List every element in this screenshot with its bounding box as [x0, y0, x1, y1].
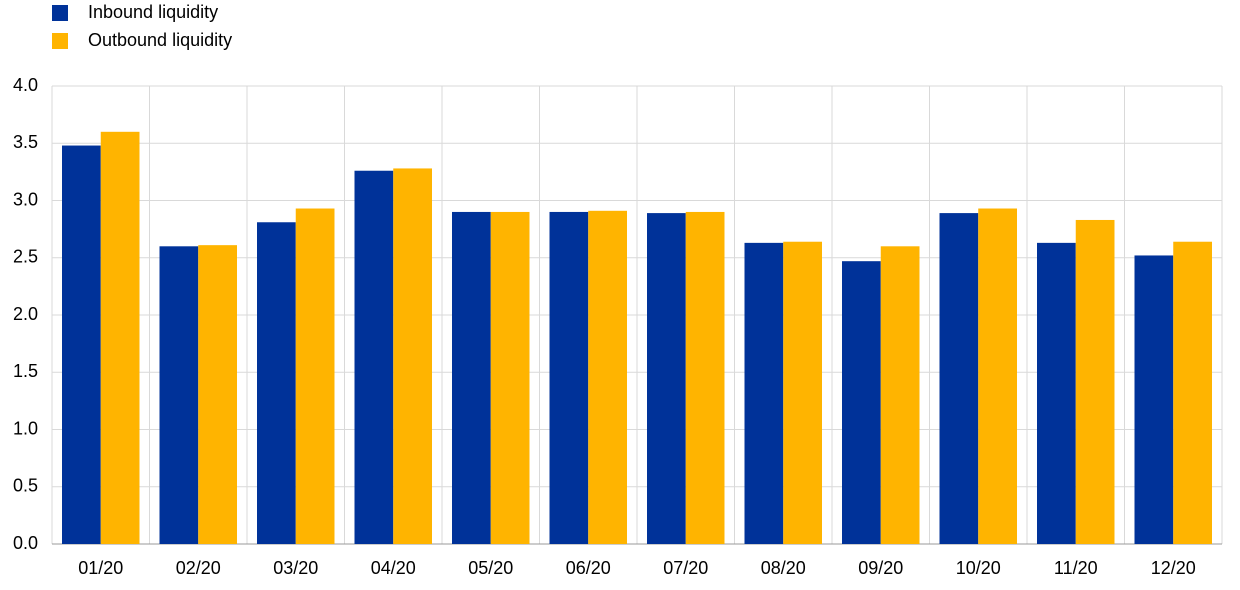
bar — [783, 241, 822, 544]
bar — [490, 211, 530, 544]
y-tick-label: 0.0 — [13, 533, 38, 553]
x-tick-label: 02/20 — [176, 558, 221, 578]
y-tick-label: 1.5 — [13, 361, 38, 381]
y-tick-label: 2.0 — [13, 304, 38, 324]
y-tick-label: 1.0 — [13, 418, 38, 438]
x-tick-label: 09/20 — [858, 558, 903, 578]
x-tick-label: 12/20 — [1151, 558, 1196, 578]
legend-swatch — [52, 5, 68, 21]
x-tick-label: 05/20 — [468, 558, 513, 578]
bar — [100, 131, 140, 545]
bar — [685, 211, 725, 544]
bar — [744, 242, 784, 545]
bar — [1037, 242, 1076, 545]
bar — [198, 245, 237, 544]
y-tick-label: 4.0 — [13, 75, 38, 95]
bar — [549, 211, 589, 544]
x-tick-label: 11/20 — [1054, 558, 1098, 578]
legend-swatch — [52, 33, 68, 49]
x-tick-label: 01/20 — [78, 558, 123, 578]
bar — [452, 211, 491, 544]
legend-label: Outbound liquidity — [88, 30, 232, 50]
bar — [842, 261, 881, 544]
bar — [880, 246, 920, 545]
bar — [354, 170, 394, 545]
y-tick-label: 0.5 — [13, 476, 38, 496]
bar — [939, 213, 979, 544]
bar — [647, 213, 686, 544]
bar — [159, 246, 199, 545]
bar — [295, 208, 335, 544]
x-tick-label: 04/20 — [371, 558, 416, 578]
y-tick-label: 3.5 — [13, 132, 38, 152]
x-tick-label: 08/20 — [761, 558, 806, 578]
bar — [1134, 255, 1174, 544]
x-tick-label: 10/20 — [956, 558, 1001, 578]
x-tick-label: 03/20 — [273, 558, 318, 578]
y-tick-label: 2.5 — [13, 247, 38, 267]
bar — [257, 222, 296, 544]
y-tick-label: 3.0 — [13, 189, 38, 209]
bar — [62, 145, 101, 545]
x-tick-label: 06/20 — [566, 558, 611, 578]
bar — [588, 210, 627, 544]
legend-label: Inbound liquidity — [88, 2, 218, 22]
bar — [978, 208, 1017, 544]
bar — [1173, 241, 1212, 544]
bar — [1075, 219, 1115, 544]
x-tick-label: 07/20 — [663, 558, 708, 578]
bar — [393, 168, 432, 544]
